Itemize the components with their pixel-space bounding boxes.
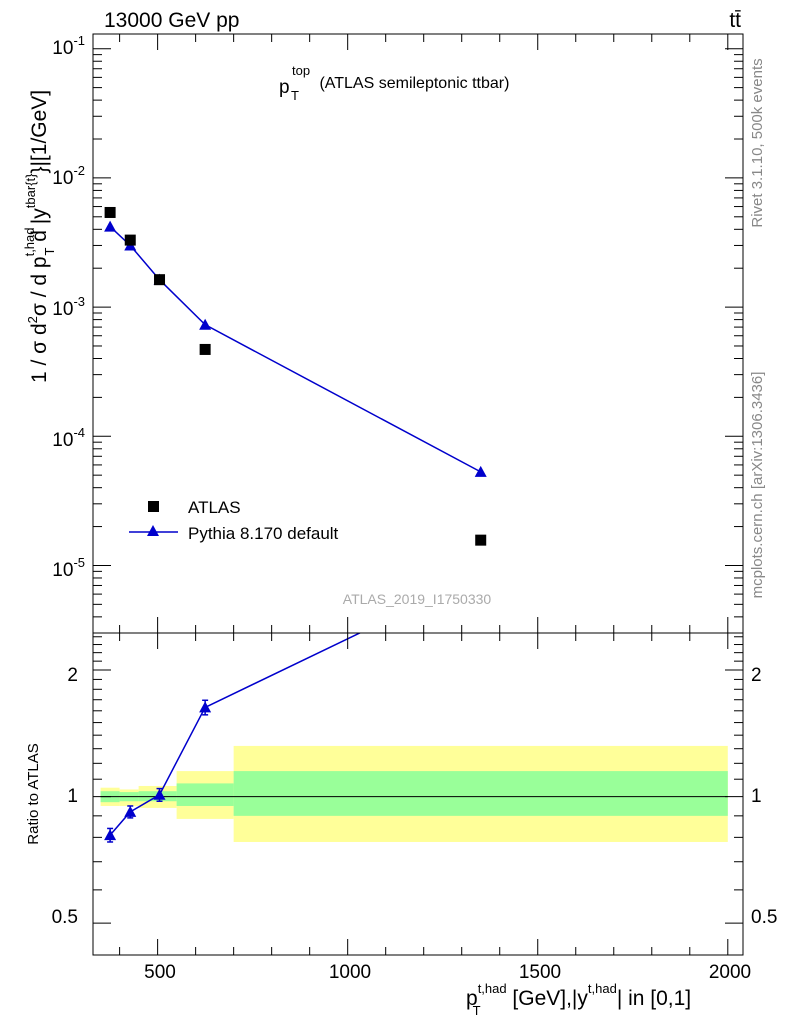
pythia-point [104, 220, 117, 232]
x-tick-label-500: 500 [144, 962, 176, 983]
ratio-y-label-2-right: 2 [751, 665, 762, 686]
ratio-pythia-point [153, 788, 166, 800]
main-y-label-1e-2: 10-2 [52, 163, 85, 189]
atlas-point [154, 274, 166, 286]
legend-pythia-marker [147, 525, 159, 536]
ratio-pythia-point [475, 569, 487, 580]
ratio-y-label-2-left: 2 [67, 665, 78, 686]
main-y-label-1e-1: 10-1 [52, 33, 85, 59]
pythia-series-line [109, 226, 482, 473]
energy-label: 13000 GeV pp [104, 9, 239, 32]
x-tick-label-1500: 1500 [519, 962, 561, 983]
legend-atlas-marker [148, 501, 159, 512]
main-plot-frame [92, 33, 744, 634]
main-y-label-1e-3: 10-3 [52, 294, 85, 320]
plot-title: ptop T (ATLAS semileptonic ttbar) [279, 63, 509, 103]
legend: ATLAS Pythia 8.170 default [129, 498, 339, 543]
legend-pythia-label: Pythia 8.170 default [188, 524, 339, 543]
ratio-pythia-point [104, 829, 117, 841]
rivet-version-label: Rivet 3.1.10, 500k events [749, 58, 766, 227]
ratio-pythia-point [199, 701, 212, 713]
ratio-plot-frame [92, 632, 744, 956]
mcplots-label: mcplots.cern.ch [arXiv:1306.3436] [749, 372, 766, 599]
ratio-x-ticks [119, 633, 729, 955]
pythia-series-points [104, 220, 487, 477]
ratio-y-label-0p5-right: 0.5 [751, 907, 777, 928]
main-y-axis-label: 1 / σ d2σ / d pt,had T d |ytbar{t}}|[1/Ge… [22, 90, 57, 383]
ratio-y-label-1-left: 1 [67, 786, 78, 807]
analysis-watermark: ATLAS_2019_I1750330 [343, 591, 492, 607]
main-y-ticks [93, 48, 743, 634]
ratio-panel: 2 1 0.5 2 1 0.5 Ratio to ATLAS 500 1000 … [25, 569, 777, 1018]
x-tick-label-2000: 2000 [709, 962, 751, 983]
ratio-band-green [176, 783, 234, 806]
atlas-point [104, 206, 116, 218]
main-x-ticks [119, 34, 729, 633]
ratio-y-axis-label: Ratio to ATLAS [25, 743, 42, 844]
atlas-series-points [104, 206, 487, 546]
atlas-point [475, 534, 487, 546]
pythia-point [474, 465, 487, 477]
atlas-point [124, 234, 136, 246]
ratio-y-ticks [93, 636, 743, 924]
ratio-pythia-points [104, 569, 487, 841]
ratio-uncertainty-bands [100, 745, 728, 842]
main-y-label-1e-5: 10-5 [52, 555, 85, 581]
pythia-point [199, 318, 212, 330]
main-panel: 10-1 10-2 10-3 10-4 10-5 ptop T (ATLAS se… [22, 33, 744, 634]
ratio-y-label-1-right: 1 [751, 786, 762, 807]
atlas-point [199, 343, 211, 355]
legend-atlas-label: ATLAS [188, 498, 241, 517]
process-label: tt̄ [729, 9, 741, 32]
main-y-label-1e-4: 10-4 [52, 425, 85, 451]
ratio-y-label-0p5-left: 0.5 [52, 907, 78, 928]
x-tick-label-1000: 1000 [329, 962, 371, 983]
x-axis-label: pt,had T [GeV],|yt,had| in [0,1] [466, 981, 691, 1018]
ratio-band-green [233, 771, 728, 816]
ratio-pythia-point [124, 805, 137, 817]
